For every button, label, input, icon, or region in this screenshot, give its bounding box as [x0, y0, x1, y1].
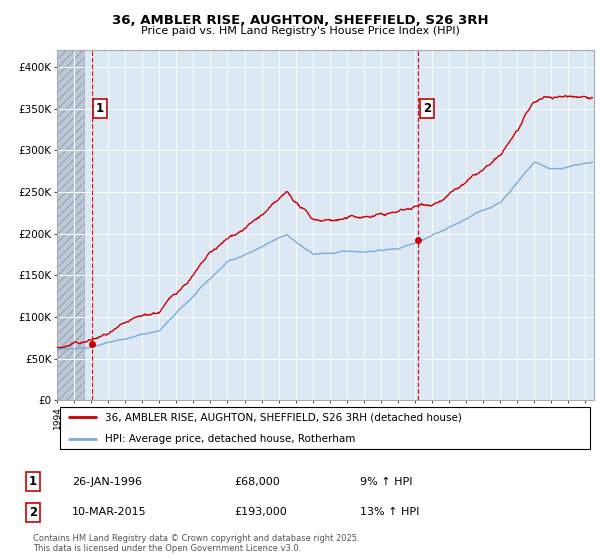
Text: 36, AMBLER RISE, AUGHTON, SHEFFIELD, S26 3RH (detached house): 36, AMBLER RISE, AUGHTON, SHEFFIELD, S26… — [106, 412, 462, 422]
Text: 1: 1 — [95, 102, 104, 115]
Bar — [57, 50, 84, 400]
Text: Price paid vs. HM Land Registry's House Price Index (HPI): Price paid vs. HM Land Registry's House … — [140, 26, 460, 36]
Text: 36, AMBLER RISE, AUGHTON, SHEFFIELD, S26 3RH: 36, AMBLER RISE, AUGHTON, SHEFFIELD, S26… — [112, 14, 488, 27]
FancyBboxPatch shape — [59, 407, 590, 449]
Text: £68,000: £68,000 — [234, 477, 280, 487]
Text: 1: 1 — [29, 475, 37, 488]
Text: 26-JAN-1996: 26-JAN-1996 — [72, 477, 142, 487]
Text: HPI: Average price, detached house, Rotherham: HPI: Average price, detached house, Roth… — [106, 435, 356, 444]
Text: Contains HM Land Registry data © Crown copyright and database right 2025.
This d: Contains HM Land Registry data © Crown c… — [33, 534, 359, 553]
Text: 10-MAR-2015: 10-MAR-2015 — [72, 507, 146, 517]
Text: £193,000: £193,000 — [234, 507, 287, 517]
Text: 9% ↑ HPI: 9% ↑ HPI — [360, 477, 413, 487]
Text: 2: 2 — [423, 102, 431, 115]
Text: 2: 2 — [29, 506, 37, 519]
Text: 13% ↑ HPI: 13% ↑ HPI — [360, 507, 419, 517]
